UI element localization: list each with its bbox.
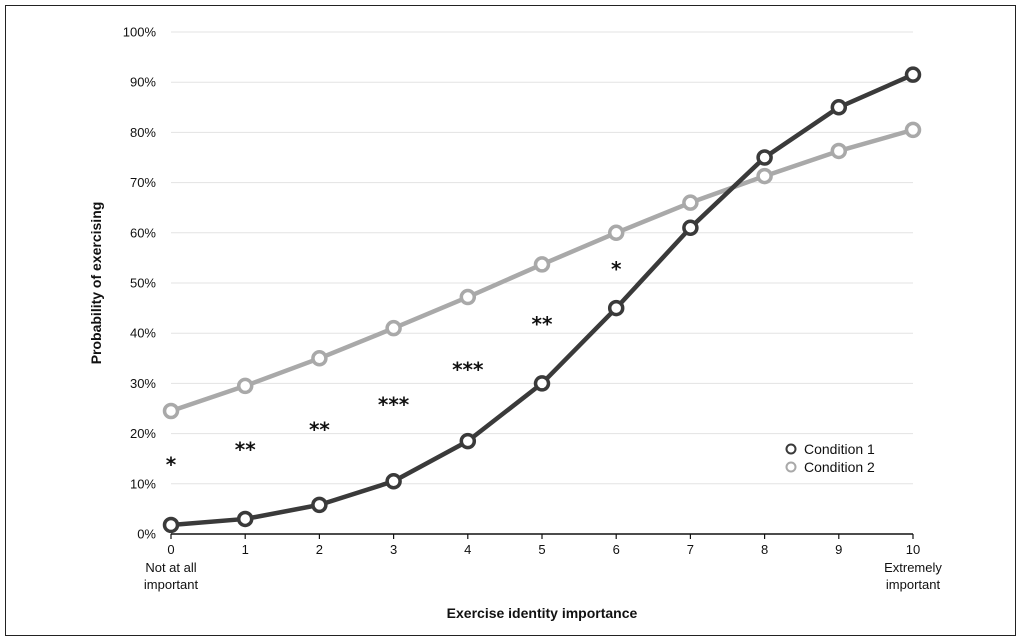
data-point — [682, 219, 699, 237]
data-point — [236, 510, 254, 528]
legend-marker-condition-2 — [785, 461, 797, 473]
data-point — [756, 149, 773, 166]
significance-annotation: *** — [452, 357, 484, 381]
y-tick-label: 50% — [130, 276, 156, 291]
x-tick-label: 0 — [167, 542, 174, 557]
data-point — [459, 432, 477, 450]
x-end-label-right-line2: important — [886, 577, 941, 592]
data-point — [904, 66, 922, 83]
y-tick-label: 80% — [130, 125, 156, 140]
data-point — [162, 402, 180, 420]
series-condition-1 — [162, 66, 922, 534]
y-tick-label: 70% — [130, 175, 156, 190]
y-axis-ticks: 0% 10% 20% 30% 40% 50% 60% 70% 80% 90% 100% — [123, 25, 157, 542]
data-point — [385, 319, 402, 337]
x-tick-label: 5 — [538, 542, 545, 557]
data-point — [830, 99, 848, 116]
chart-frame — [5, 5, 1016, 636]
y-tick-label: 60% — [130, 225, 156, 240]
gridlines — [171, 31, 913, 485]
series-line-condition-1 — [170, 72, 914, 528]
significance-annotation: ** — [235, 438, 256, 462]
legend-label-condition-1: Condition 1 — [804, 441, 875, 457]
x-end-label-left-line2: important — [144, 577, 199, 592]
y-axis-title: Probability of exercising — [88, 202, 104, 365]
significance-annotation: * — [166, 453, 177, 477]
legend-label-condition-2: Condition 2 — [804, 459, 875, 475]
data-point — [830, 142, 848, 160]
x-axis-title: Exercise identity importance — [447, 605, 638, 621]
y-tick-label: 10% — [130, 476, 156, 491]
data-point — [311, 496, 328, 514]
x-end-label-left-line1: Not at all — [145, 560, 196, 575]
data-point — [236, 377, 254, 395]
data-point — [162, 516, 180, 534]
significance-annotations: ************** — [166, 257, 622, 477]
x-tick-label: 1 — [242, 542, 249, 557]
legend-marker-condition-1 — [785, 443, 797, 455]
y-tick-label: 100% — [123, 25, 157, 40]
x-tick-label: 10 — [906, 542, 920, 557]
data-point — [904, 121, 922, 139]
data-point — [607, 299, 625, 317]
x-end-label-right-line1: Extremely — [884, 560, 942, 575]
data-point — [756, 167, 773, 185]
data-point — [311, 350, 328, 367]
significance-annotation: *** — [378, 392, 410, 416]
y-tick-label: 0% — [137, 527, 156, 542]
data-point — [533, 256, 551, 273]
data-point — [533, 375, 551, 392]
x-tick-label: 7 — [687, 542, 694, 557]
x-axis-ticks: 0 1 2 3 4 5 6 7 8 9 10 — [167, 534, 920, 557]
significance-annotation: ** — [309, 418, 330, 442]
x-tick-label: 9 — [835, 542, 842, 557]
significance-annotation: * — [611, 257, 622, 281]
y-tick-label: 30% — [130, 376, 156, 391]
y-tick-label: 40% — [130, 326, 156, 341]
data-point — [385, 473, 402, 490]
series-layer — [162, 66, 922, 534]
legend: Condition 1 Condition 2 — [785, 441, 875, 475]
x-tick-label: 4 — [464, 542, 471, 557]
data-point — [607, 224, 625, 242]
x-tick-label: 2 — [316, 542, 323, 557]
y-tick-label: 20% — [130, 426, 156, 441]
x-tick-label: 8 — [761, 542, 768, 557]
x-tick-label: 3 — [390, 542, 397, 557]
significance-annotation: ** — [532, 312, 553, 336]
data-point — [682, 194, 699, 211]
y-tick-label: 90% — [130, 75, 156, 90]
data-point — [459, 288, 477, 306]
series-condition-2 — [162, 121, 922, 420]
x-tick-label: 6 — [613, 542, 620, 557]
